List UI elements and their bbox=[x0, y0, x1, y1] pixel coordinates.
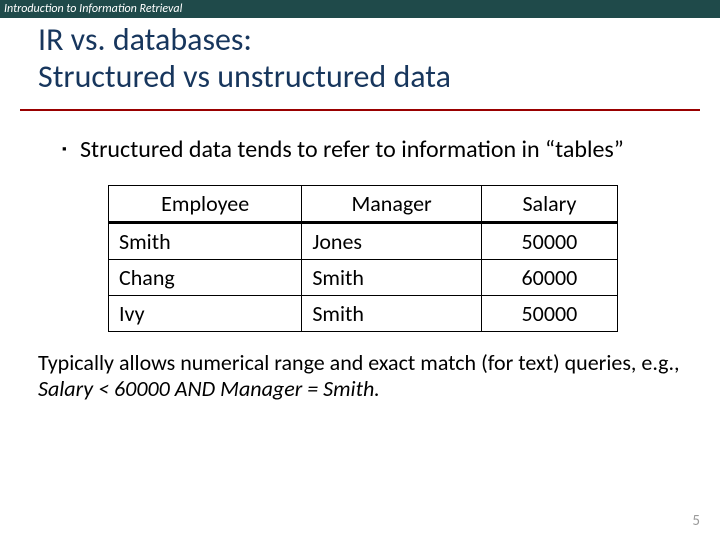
cell-manager: Smith bbox=[302, 295, 482, 331]
slide-title: IR vs. databases: Structured vs unstruct… bbox=[0, 18, 720, 106]
cell-manager: Jones bbox=[302, 222, 482, 259]
cell-employee: Ivy bbox=[109, 295, 302, 331]
bullet-text: Structured data tends to refer to inform… bbox=[80, 135, 624, 165]
footer-note: Typically allows numerical range and exa… bbox=[38, 350, 694, 403]
title-line-2: Structured vs unstructured data bbox=[38, 59, 690, 96]
bullet-item: ▪ Structured data tends to refer to info… bbox=[62, 135, 680, 165]
note-line-2: Salary < 60000 AND Manager = Smith. bbox=[38, 375, 380, 402]
col-header-salary: Salary bbox=[481, 185, 617, 222]
col-header-manager: Manager bbox=[302, 185, 482, 222]
content-area: ▪ Structured data tends to refer to info… bbox=[0, 111, 720, 332]
cell-salary: 50000 bbox=[481, 295, 617, 331]
table-header-row: Employee Manager Salary bbox=[109, 185, 618, 222]
note-line-1: Typically allows numerical range and exa… bbox=[38, 349, 680, 376]
cell-salary: 50000 bbox=[481, 222, 617, 259]
header-text: Introduction to Information Retrieval bbox=[4, 2, 182, 16]
cell-manager: Smith bbox=[302, 259, 482, 295]
col-header-employee: Employee bbox=[109, 185, 302, 222]
data-table: Employee Manager Salary Smith Jones 5000… bbox=[108, 185, 618, 332]
header-bar: Introduction to Information Retrieval bbox=[0, 0, 720, 18]
page-number: 5 bbox=[692, 512, 700, 530]
table-row: Ivy Smith 50000 bbox=[109, 295, 618, 331]
title-line-1: IR vs. databases: bbox=[38, 22, 690, 59]
bullet-marker-icon: ▪ bbox=[62, 135, 80, 165]
table-row: Chang Smith 60000 bbox=[109, 259, 618, 295]
cell-salary: 60000 bbox=[481, 259, 617, 295]
cell-employee: Chang bbox=[109, 259, 302, 295]
cell-employee: Smith bbox=[109, 222, 302, 259]
data-table-wrap: Employee Manager Salary Smith Jones 5000… bbox=[108, 185, 680, 332]
table-row: Smith Jones 50000 bbox=[109, 222, 618, 259]
